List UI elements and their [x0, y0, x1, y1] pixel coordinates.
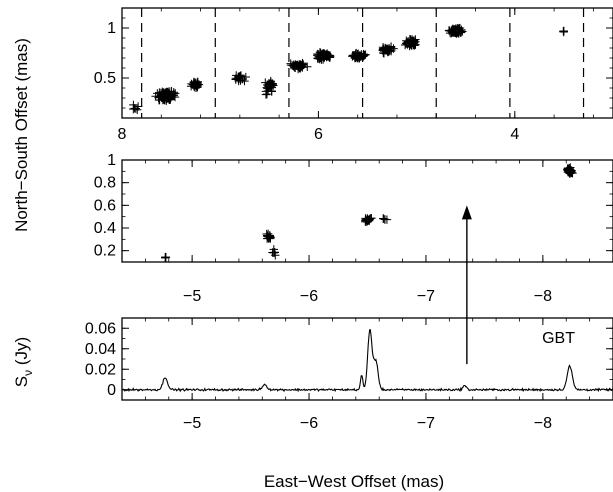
data-point-plus [361, 217, 370, 226]
x-tick-label: 8 [118, 126, 127, 143]
y-tick-label: 0 [107, 382, 116, 399]
arrow-head [461, 205, 472, 220]
data-point-plus [236, 72, 246, 82]
y-tick-label: 0.06 [85, 320, 116, 337]
gbt-spectrum-line [121, 328, 613, 393]
data-point-plus [266, 77, 276, 87]
data-point-plus [559, 26, 569, 36]
data-point-plus [263, 229, 273, 239]
x-axis-label-east-west: East−West Offset (mas) [264, 472, 444, 491]
scatter-series [161, 163, 577, 263]
data-point-plus [130, 104, 139, 113]
data-point-plus [382, 46, 391, 55]
data-point-plus [382, 215, 392, 224]
data-point-plus [265, 233, 274, 243]
data-point-plus [294, 61, 303, 71]
data-point-plus [405, 39, 414, 48]
x-tick-label: −8 [534, 288, 552, 305]
y-tick-label: 0.6 [94, 197, 116, 214]
gbt-annotation: GBT [542, 330, 575, 347]
data-point-plus [450, 25, 459, 34]
data-point-plus [356, 51, 365, 61]
data-point-plus [296, 60, 305, 70]
y-tick-label: 0.4 [94, 220, 116, 237]
y-tick-label: 0.8 [94, 175, 116, 192]
x-tick-label: −6 [300, 415, 318, 432]
data-point-plus [189, 78, 199, 87]
y-tick-label: 0.2 [94, 243, 116, 260]
data-point-plus [155, 95, 164, 105]
x-tick-label: 6 [314, 126, 323, 143]
top-panel: 8 6 4 0.5 1 [94, 7, 613, 143]
data-point-plus [286, 59, 295, 68]
data-point-plus [454, 26, 464, 35]
y-tick-label: 1 [107, 20, 116, 37]
data-point-plus [354, 49, 363, 59]
data-point-plus [240, 76, 249, 86]
plot-frame [121, 159, 613, 263]
svg-text:Sν (Jy): Sν (Jy) [12, 337, 35, 387]
data-point-plus [323, 51, 332, 60]
data-point-plus [378, 214, 388, 223]
data-point-plus [153, 89, 162, 98]
data-point-plus [448, 24, 458, 34]
x-tick-label: −8 [534, 415, 552, 432]
data-point-plus [290, 63, 299, 72]
data-point-plus [565, 166, 574, 176]
data-point-plus [361, 215, 371, 224]
data-point-plus [348, 52, 357, 61]
y-tick-label: 0.5 [94, 70, 116, 87]
data-point-plus [161, 253, 170, 263]
y-tick-label: 0.04 [85, 341, 116, 358]
y-axis-label-flux: Sν (Jy) [12, 337, 35, 387]
velocity-arrow [461, 205, 472, 365]
scatter-series [129, 23, 569, 114]
y-axis-label-north-south: North−South Offset (mas) [12, 38, 31, 232]
data-point-plus [133, 102, 143, 111]
data-point-plus [315, 48, 325, 57]
data-point-plus [129, 104, 138, 114]
data-point-plus [261, 90, 271, 99]
data-point-plus [268, 248, 277, 257]
data-point-plus [314, 54, 324, 63]
y-tick-label: 0.02 [85, 361, 116, 378]
x-tick-label: −5 [183, 288, 201, 305]
data-point-plus [262, 89, 272, 99]
data-point-plus [316, 53, 326, 62]
x-tick-label: −5 [183, 415, 201, 432]
data-point-plus [400, 40, 410, 50]
y-tick-label: 1 [107, 152, 116, 169]
flux-subscript-nu: ν [21, 370, 35, 376]
x-tick-label: −7 [417, 288, 435, 305]
x-tick-label: −6 [300, 288, 318, 305]
data-point-plus [231, 71, 241, 80]
data-point-plus [154, 93, 163, 102]
bottom-panel: −5 −6 −7 −8 0 0.02 0.04 0.06 GBT [85, 317, 613, 432]
data-point-plus [235, 72, 245, 81]
x-tick-label: 4 [510, 126, 519, 143]
middle-panel: −5 −6 −7 −8 0.2 0.4 0.6 0.8 1 [94, 152, 613, 305]
data-point-plus [164, 93, 174, 103]
plot-frame [121, 7, 613, 119]
x-tick-label: −7 [417, 415, 435, 432]
